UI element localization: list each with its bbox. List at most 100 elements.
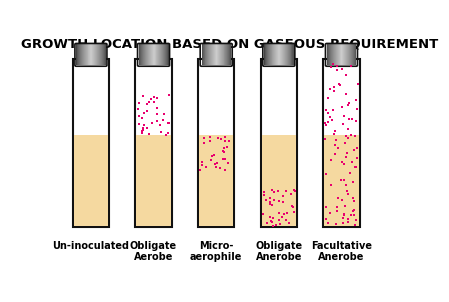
Point [269, 220, 276, 225]
Bar [343, 44, 344, 65]
Point [225, 139, 233, 144]
Bar [290, 44, 291, 65]
Bar [158, 44, 159, 65]
Point [264, 221, 271, 226]
Bar [215, 44, 216, 65]
Bar [87, 44, 88, 65]
Point [143, 109, 150, 114]
Bar [334, 44, 335, 65]
Point [335, 81, 343, 86]
Point [343, 154, 350, 159]
Bar [78, 44, 79, 65]
Bar [101, 44, 102, 65]
Bar [165, 44, 166, 65]
Bar [211, 44, 212, 65]
Point [153, 105, 160, 110]
Point [269, 216, 277, 220]
Point [353, 145, 360, 150]
Point [339, 220, 347, 225]
Bar [290, 44, 291, 65]
Bar [73, 59, 109, 227]
Bar [92, 44, 93, 65]
Bar [96, 44, 97, 65]
Bar [349, 44, 350, 65]
Bar [329, 44, 330, 65]
Point [268, 188, 275, 193]
Bar [340, 44, 341, 65]
Point [165, 121, 172, 126]
Bar [347, 44, 348, 65]
Point [343, 188, 350, 193]
Bar [346, 44, 347, 65]
Bar [340, 44, 341, 65]
Bar [338, 44, 339, 65]
Bar [166, 44, 167, 65]
Bar [141, 44, 142, 65]
Point [279, 214, 286, 219]
Bar [81, 44, 82, 65]
Bar [353, 44, 354, 65]
Point [345, 101, 352, 106]
Bar [203, 44, 204, 65]
Point [139, 129, 146, 133]
Point [330, 132, 338, 137]
Bar [81, 44, 82, 65]
Point [332, 138, 339, 143]
Point [270, 224, 277, 229]
Bar [269, 44, 270, 65]
Bar [159, 44, 160, 65]
Point [345, 103, 352, 108]
Bar [213, 44, 214, 65]
Bar [285, 44, 286, 65]
Point [344, 192, 352, 197]
Point [350, 213, 357, 217]
Bar [287, 44, 288, 65]
Bar [86, 44, 87, 65]
Point [138, 130, 145, 135]
Point [276, 199, 283, 204]
Point [322, 205, 330, 210]
Point [330, 108, 337, 113]
Bar [329, 44, 330, 65]
Bar [101, 44, 102, 65]
Point [275, 189, 282, 194]
Bar [164, 44, 165, 65]
Bar [265, 44, 266, 65]
Bar [279, 44, 280, 65]
Point [352, 222, 359, 227]
Bar [283, 44, 284, 65]
Point [198, 159, 206, 164]
Bar [136, 135, 171, 226]
Point [322, 137, 329, 142]
Bar [332, 44, 333, 65]
Point [334, 145, 341, 150]
Bar [324, 135, 359, 226]
Point [202, 165, 210, 169]
Bar [344, 44, 345, 65]
Bar [153, 44, 154, 65]
Bar [78, 44, 79, 65]
Bar [84, 44, 85, 65]
Point [140, 126, 147, 131]
Point [325, 220, 332, 225]
Bar [264, 44, 265, 65]
Bar [218, 44, 219, 65]
Point [267, 196, 274, 201]
Bar [293, 44, 294, 65]
Bar [209, 44, 210, 65]
Bar [274, 44, 275, 65]
Bar [90, 44, 91, 65]
Point [352, 165, 360, 170]
Point [134, 106, 141, 111]
Bar [156, 44, 157, 65]
Bar [328, 44, 329, 65]
Bar [152, 44, 153, 65]
Point [291, 189, 299, 194]
Bar [163, 44, 164, 65]
Point [220, 150, 227, 155]
Point [157, 123, 164, 128]
Point [351, 164, 358, 169]
Bar [273, 44, 274, 65]
Point [339, 197, 346, 202]
Point [344, 136, 352, 140]
